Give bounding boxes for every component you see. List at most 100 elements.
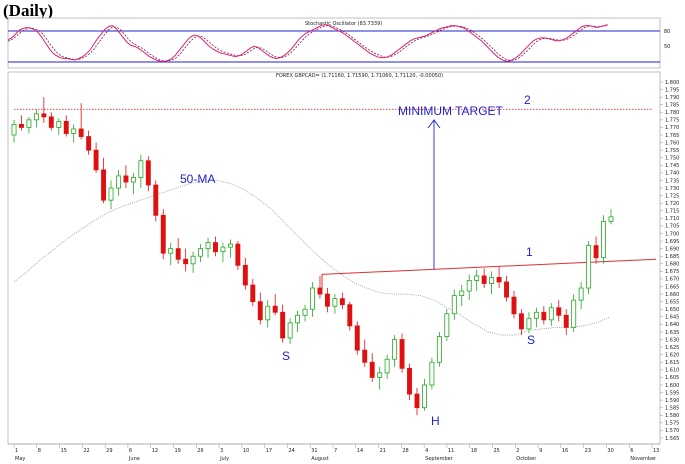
- candle-body: [280, 311, 286, 339]
- y-tick-label: 1.785: [665, 103, 679, 109]
- x-tick-label: 7: [334, 448, 337, 454]
- x-tick-label: 24: [288, 448, 294, 454]
- y-tick-label: 1.725: [665, 193, 679, 199]
- y-tick-label: 1.590: [665, 398, 679, 404]
- x-tick-label: 9: [539, 448, 542, 454]
- candle-body: [19, 124, 24, 128]
- y-tick-label: 1.735: [665, 178, 679, 184]
- x-tick-label: 17: [266, 448, 272, 454]
- x-tick-label: 16: [562, 448, 568, 454]
- y-tick-label: 1.775: [665, 118, 679, 124]
- candle-body: [86, 136, 92, 151]
- stochastic-d-line: [7, 24, 609, 62]
- candle-body: [41, 113, 47, 118]
- stoch-tick-50: 50: [664, 44, 670, 50]
- candle-body: [496, 277, 502, 283]
- candle-body: [235, 243, 241, 266]
- candle-body: [123, 175, 129, 183]
- candle-body: [593, 245, 599, 259]
- candle-body: [78, 128, 84, 137]
- stoch-tick-80: 80: [664, 29, 670, 35]
- y-tick-label: 1.790: [665, 95, 679, 101]
- candle-body: [93, 149, 99, 171]
- candle-body: [175, 248, 181, 260]
- x-tick-label: 28: [402, 448, 408, 454]
- y-tick-label: 1.585: [665, 406, 679, 412]
- candle-body: [354, 325, 360, 351]
- candle-body: [295, 314, 301, 324]
- y-tick-label: 1.710: [665, 216, 679, 222]
- candle-body: [205, 242, 211, 250]
- candle-body: [466, 280, 472, 292]
- y-tick-label: 1.690: [665, 246, 679, 252]
- y-tick-label: 1.665: [665, 284, 679, 290]
- candle-body: [563, 314, 569, 328]
- candle-body: [183, 258, 189, 265]
- candle-body: [481, 275, 487, 284]
- candle-body: [302, 308, 308, 316]
- candle-body: [444, 313, 450, 337]
- y-tick-label: 1.620: [665, 352, 679, 358]
- y-tick-label: 1.580: [665, 413, 679, 419]
- y-tick-label: 1.630: [665, 337, 679, 343]
- y-tick-label: 1.745: [665, 163, 679, 169]
- x-tick-label: 31: [311, 448, 317, 454]
- x-tick-label: 11: [448, 448, 454, 454]
- instrument-label: FOREX GBPCAD= (1.71160, 1.71590, 1.71060…: [276, 73, 443, 79]
- month-label: November: [630, 456, 657, 462]
- candle-body: [571, 299, 577, 328]
- y-tick-label: 1.600: [665, 383, 679, 389]
- y-tick-label: 1.795: [665, 87, 679, 93]
- candle-body: [160, 214, 166, 254]
- candle-body: [108, 187, 114, 201]
- candle-body: [130, 177, 136, 183]
- candle-body: [145, 160, 151, 186]
- candle-body: [436, 336, 442, 363]
- x-tick-label: 18: [471, 448, 477, 454]
- month-label: September: [425, 456, 454, 462]
- x-tick-label: 3: [220, 448, 223, 454]
- y-tick-label: 1.740: [665, 171, 679, 177]
- y-tick-label: 1.650: [665, 307, 679, 313]
- candle-body: [369, 361, 375, 378]
- candle-body: [392, 339, 398, 360]
- y-tick-label: 1.680: [665, 262, 679, 268]
- candle-body: [489, 277, 495, 284]
- candle-body: [168, 248, 174, 254]
- candle-body: [586, 245, 592, 289]
- candle-body: [518, 313, 524, 330]
- candle-body: [533, 311, 539, 319]
- x-tick-label: 12: [152, 448, 158, 454]
- y-tick-label: 1.780: [665, 110, 679, 116]
- x-tick-label: 13: [653, 448, 659, 454]
- x-tick-label: 21: [380, 448, 386, 454]
- candle-body: [511, 296, 517, 315]
- y-tick-label: 1.705: [665, 224, 679, 230]
- y-tick-label: 1.770: [665, 125, 679, 131]
- candle-body: [414, 393, 420, 409]
- y-tick-label: 1.640: [665, 322, 679, 328]
- x-tick-label: 26: [197, 448, 203, 454]
- candle-body: [324, 293, 330, 307]
- y-tick-label: 1.755: [665, 148, 679, 154]
- candle-body: [101, 169, 107, 201]
- candle-body: [287, 322, 293, 339]
- candle-body: [71, 128, 77, 134]
- x-tick-label: 15: [61, 448, 67, 454]
- y-tick-label: 1.565: [665, 436, 679, 442]
- x-tick-label: 2: [516, 448, 519, 454]
- y-tick-label: 1.695: [665, 239, 679, 245]
- candle-body: [608, 216, 614, 222]
- candle-body: [548, 307, 554, 321]
- month-label: July: [219, 456, 229, 462]
- month-label: May: [15, 456, 25, 462]
- y-tick-label: 1.660: [665, 292, 679, 298]
- candle-body: [250, 284, 256, 303]
- candle-body: [362, 349, 368, 363]
- y-tick-label: 1.685: [665, 254, 679, 260]
- price-panel: FOREX GBPCAD= (1.71160, 1.71590, 1.71060…: [7, 71, 679, 445]
- y-tick-label: 1.700: [665, 231, 679, 237]
- candlestick-series: [11, 97, 614, 416]
- candle-body: [347, 304, 353, 327]
